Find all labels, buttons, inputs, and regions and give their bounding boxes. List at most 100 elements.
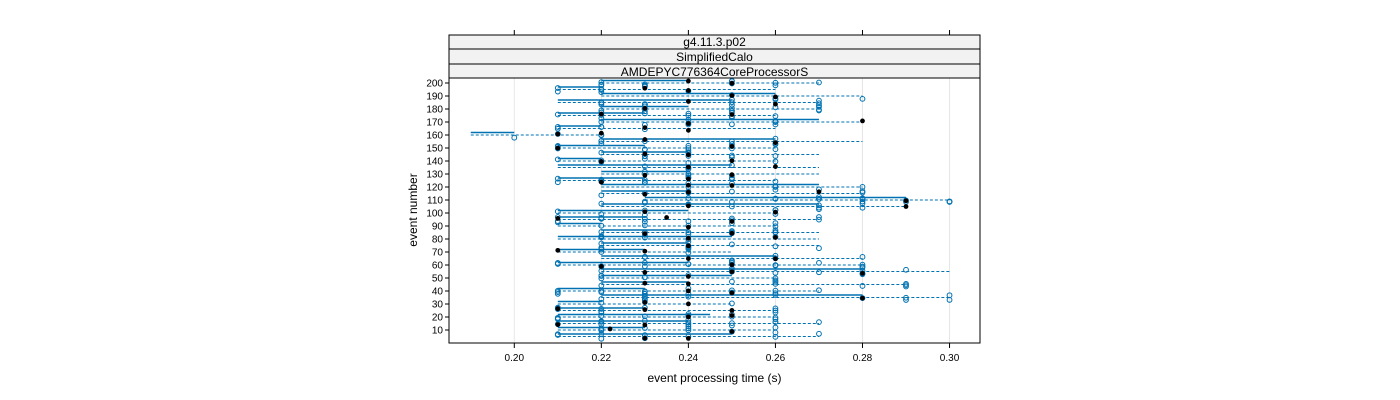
solid-point [555,247,561,253]
open-point [685,112,692,119]
open-point [772,178,779,185]
solid-point [685,99,691,104]
open-point [772,280,779,287]
open-point [903,280,909,287]
open-point [816,194,822,200]
solid-point [685,256,691,261]
solid-point [860,270,865,276]
solid-point [685,164,691,170]
open-point [816,206,822,213]
open-point [598,138,605,144]
solid-point [685,301,691,307]
open-point [729,99,735,106]
open-point [685,218,692,225]
open-point [729,152,735,159]
open-point [859,264,866,271]
y-tick-label: 150 [426,144,443,155]
solid-point [860,295,865,301]
solid-point [729,158,735,164]
solid-point [555,131,561,137]
open-point [598,240,605,247]
open-point [641,288,648,295]
open-point [859,204,866,211]
solid-point [642,191,648,197]
open-point [859,196,866,202]
open-point [859,198,866,205]
open-point [729,198,735,205]
solid-point [642,335,648,341]
solid-point [642,85,648,91]
open-point [772,186,779,193]
solid-point [598,264,604,269]
open-point [816,79,822,86]
solid-point [685,314,691,320]
solid-point [642,248,648,254]
solid-point [729,308,735,313]
open-point [598,200,605,207]
solid-point [598,179,604,185]
open-point [554,88,561,95]
open-point [685,145,692,151]
solid-point [773,209,778,215]
open-point [598,229,605,235]
open-point [859,283,866,289]
solid-point [729,269,735,275]
open-point [772,269,779,276]
open-point [729,188,735,195]
open-point [641,263,648,270]
y-axis-ticks: 10 20 30 40 50 60 70 80 90 100 110 120 130 140 150 160 1… [426,79,449,337]
solid-point [773,235,778,240]
x-tick-label: 0.30 [940,353,960,364]
open-point [772,305,779,312]
open-point [641,179,648,186]
open-point [554,314,561,321]
open-point [816,216,822,223]
strip-header: g4.11.3.p02 SimplifiedCalo AMDEPYC776364… [448,34,981,79]
open-point [598,118,605,125]
open-point [641,259,648,266]
solid-point [685,88,691,93]
solid-point [685,152,691,158]
open-point [859,95,866,102]
open-point [554,156,561,163]
open-point [598,192,605,199]
open-point [598,222,605,229]
open-point [772,79,779,86]
open-point [772,290,779,297]
open-point [859,183,866,190]
open-point [554,111,561,118]
open-point [685,195,692,201]
open-point [685,325,692,332]
open-point [598,100,605,106]
open-point [685,323,692,330]
x-axis-ticks: 0.20 0.22 0.24 0.26 0.28 0.30 [505,30,960,364]
open-point [554,125,561,132]
y-tick-label: 120 [426,183,443,194]
open-point [903,297,909,303]
y-tick-label: 60 [432,261,444,272]
open-point [816,330,822,337]
open-point [772,287,779,294]
open-point [598,244,605,251]
open-point [598,211,605,218]
open-point [772,113,779,120]
y-tick-label: 10 [432,326,444,337]
open-point [772,119,779,126]
open-point [729,320,735,327]
open-point [554,179,561,186]
open-point [859,188,866,195]
open-point [685,229,692,236]
solid-point [773,101,778,107]
solid-point [685,78,691,84]
range-lines [470,82,950,337]
open-point [772,223,779,230]
y-tick-label: 30 [432,300,444,311]
open-point [816,195,822,202]
open-point [685,319,692,326]
open-point [903,266,909,273]
open-point [816,100,822,107]
open-point [729,278,735,285]
strip-1-label: g4.11.3.p02 [683,35,746,49]
solid-point [729,290,735,296]
